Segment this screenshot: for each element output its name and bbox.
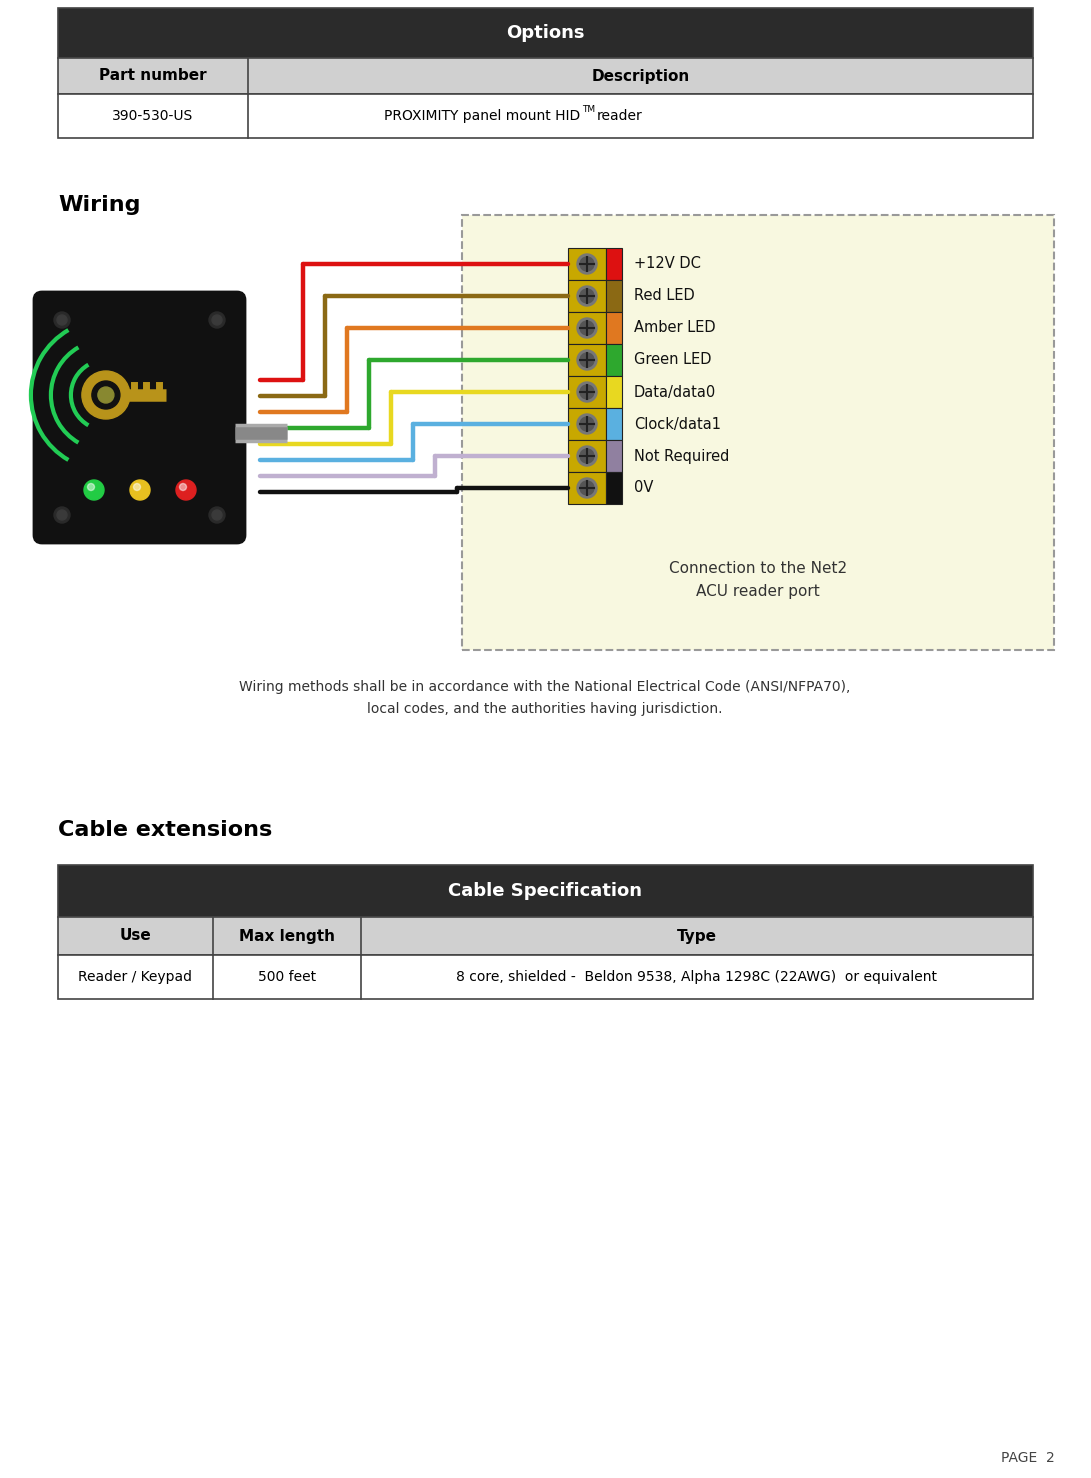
Circle shape (580, 321, 594, 336)
FancyBboxPatch shape (606, 312, 622, 344)
FancyBboxPatch shape (606, 471, 622, 504)
Text: +12V DC: +12V DC (634, 257, 700, 272)
Circle shape (53, 507, 70, 523)
FancyBboxPatch shape (606, 279, 622, 312)
Text: Data/data0: Data/data0 (634, 384, 717, 399)
Circle shape (133, 483, 141, 491)
Text: 390-530-US: 390-530-US (112, 109, 193, 123)
FancyBboxPatch shape (58, 916, 1033, 955)
Circle shape (98, 387, 113, 403)
Circle shape (580, 290, 594, 303)
Text: PAGE  2: PAGE 2 (1002, 1451, 1055, 1465)
Text: reader: reader (597, 109, 643, 123)
FancyBboxPatch shape (461, 214, 1054, 650)
Text: TM: TM (583, 105, 596, 114)
FancyBboxPatch shape (58, 58, 1033, 95)
Text: Max length: Max length (239, 928, 335, 943)
Circle shape (577, 254, 597, 273)
FancyBboxPatch shape (58, 95, 1033, 137)
Text: Wiring: Wiring (58, 195, 141, 214)
Text: Use: Use (120, 928, 152, 943)
FancyBboxPatch shape (606, 440, 622, 471)
FancyBboxPatch shape (568, 279, 606, 312)
FancyBboxPatch shape (606, 375, 622, 408)
Circle shape (176, 480, 196, 500)
Text: Green LED: Green LED (634, 352, 711, 368)
Circle shape (577, 318, 597, 338)
Circle shape (580, 384, 594, 399)
Text: Wiring methods shall be in accordance with the National Electrical Code (ANSI/NF: Wiring methods shall be in accordance wi… (239, 680, 851, 695)
Circle shape (577, 381, 597, 402)
Text: Amber LED: Amber LED (634, 321, 716, 336)
FancyBboxPatch shape (606, 408, 622, 440)
Circle shape (577, 446, 597, 466)
Text: Connection to the Net2
ACU reader port: Connection to the Net2 ACU reader port (669, 562, 847, 599)
Circle shape (130, 480, 149, 500)
Circle shape (209, 507, 225, 523)
Circle shape (580, 449, 594, 463)
Circle shape (84, 480, 104, 500)
FancyBboxPatch shape (58, 865, 1033, 916)
Circle shape (580, 353, 594, 367)
Text: Clock/data1: Clock/data1 (634, 417, 721, 432)
Text: Description: Description (591, 68, 690, 83)
FancyBboxPatch shape (568, 408, 606, 440)
Text: local codes, and the authorities having jurisdiction.: local codes, and the authorities having … (368, 702, 722, 715)
Circle shape (580, 257, 594, 270)
Text: Cable Specification: Cable Specification (448, 882, 643, 900)
FancyBboxPatch shape (568, 248, 606, 279)
Text: Type: Type (678, 928, 717, 943)
FancyBboxPatch shape (606, 248, 622, 279)
Circle shape (53, 312, 70, 328)
Circle shape (180, 483, 187, 491)
Circle shape (212, 315, 221, 325)
Circle shape (87, 483, 95, 491)
FancyBboxPatch shape (606, 344, 622, 375)
Circle shape (82, 371, 130, 418)
Text: PROXIMITY panel mount HID: PROXIMITY panel mount HID (384, 109, 580, 123)
Circle shape (57, 315, 67, 325)
Circle shape (577, 414, 597, 435)
Circle shape (580, 417, 594, 432)
Circle shape (209, 312, 225, 328)
Text: Cable extensions: Cable extensions (58, 820, 273, 840)
FancyBboxPatch shape (34, 293, 245, 542)
Text: 500 feet: 500 feet (257, 970, 316, 984)
Text: 0V: 0V (634, 480, 654, 495)
Text: Red LED: Red LED (634, 288, 695, 303)
Text: Part number: Part number (99, 68, 207, 83)
Circle shape (92, 381, 120, 409)
Text: Reader / Keypad: Reader / Keypad (79, 970, 192, 984)
FancyBboxPatch shape (568, 312, 606, 344)
Text: Not Required: Not Required (634, 448, 730, 464)
FancyBboxPatch shape (568, 471, 606, 504)
Text: Options: Options (506, 24, 585, 41)
FancyBboxPatch shape (568, 375, 606, 408)
Circle shape (212, 510, 221, 520)
Circle shape (580, 480, 594, 495)
FancyBboxPatch shape (568, 440, 606, 471)
Circle shape (577, 477, 597, 498)
Text: 8 core, shielded -  Beldon 9538, Alpha 1298C (22AWG)  or equivalent: 8 core, shielded - Beldon 9538, Alpha 12… (456, 970, 937, 984)
Circle shape (57, 510, 67, 520)
Circle shape (577, 350, 597, 370)
FancyBboxPatch shape (58, 7, 1033, 58)
FancyBboxPatch shape (58, 955, 1033, 999)
FancyBboxPatch shape (568, 344, 606, 375)
Circle shape (577, 287, 597, 306)
